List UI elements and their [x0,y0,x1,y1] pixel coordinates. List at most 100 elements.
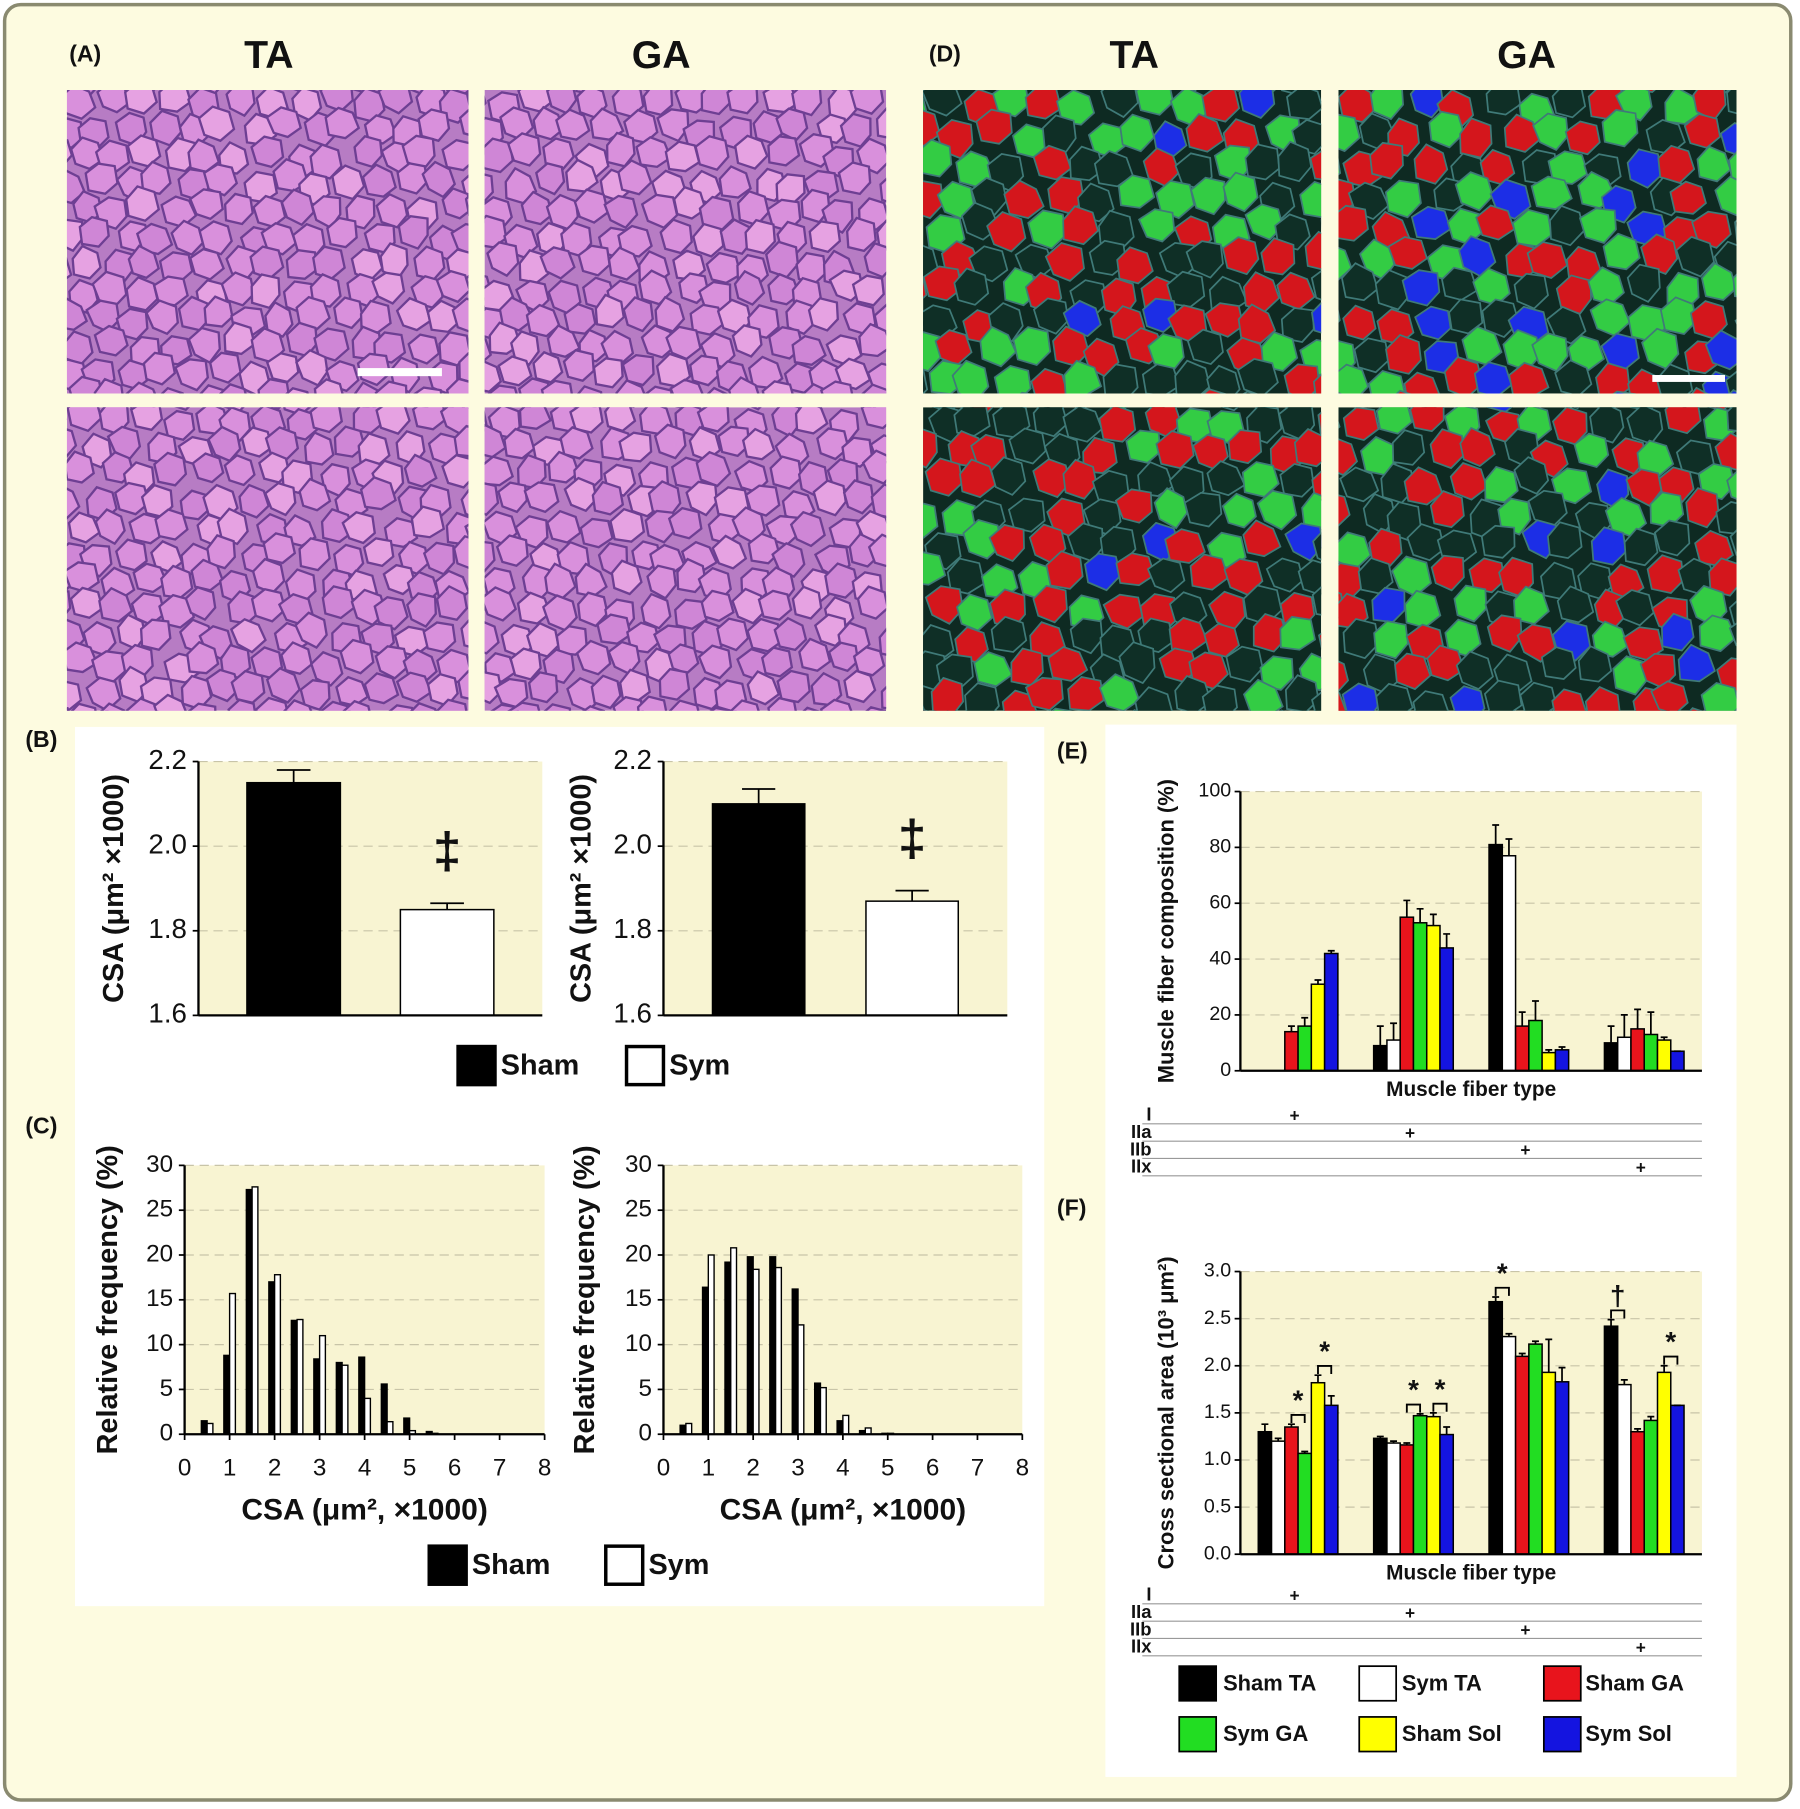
micrograph-cell [507,132,542,167]
micrograph-cell [1591,620,1629,658]
micrograph-cell [186,640,220,675]
bar [296,1318,304,1435]
micrograph-cell [1093,150,1134,188]
micrograph-cell [1484,465,1519,504]
micrograph-cell [1286,89,1322,120]
micrograph-cell [747,532,781,565]
bar [318,1334,327,1435]
micrograph-cell [555,108,591,141]
y-tick-label: 60 [1209,891,1231,913]
significance-mark: * [1497,1257,1508,1288]
micrograph-cell [395,296,432,332]
micrograph-cell [1118,641,1156,685]
micrograph-cell [397,215,429,250]
micrograph-cell [1601,109,1639,148]
micrograph-cell [205,668,241,703]
micrograph-cell [594,293,626,329]
bar [200,1420,208,1435]
error-bar [1327,1395,1335,1406]
micrograph-cell [1395,389,1412,394]
micrograph-cell [460,488,469,517]
legend-label: Sham [472,1549,551,1581]
micrograph-cell [1413,143,1449,185]
legend-label: Sham GA [1585,1670,1684,1695]
micrograph-cell [1573,432,1610,469]
y-axis-label: Cross sectional area (10³ μm²) [1153,1256,1178,1569]
micrograph-cell [685,480,719,517]
micrograph-cell [1067,676,1105,711]
micrograph-cell [1714,431,1737,471]
error-bar [1429,913,1437,926]
micrograph-cell [563,302,597,335]
micrograph-cell [153,451,188,487]
micrograph-cell [435,269,469,304]
micrograph-cell [407,333,441,365]
micrograph-cell [441,187,469,220]
micrograph-cell [374,645,410,680]
micrograph-cell [1227,429,1263,465]
category-label: I [1146,1584,1151,1605]
bar [1656,1039,1672,1072]
micrograph-cell [320,507,355,544]
category-marker: + [1290,1585,1300,1605]
micrograph-cell [576,591,609,628]
micrograph-cell [1429,490,1465,529]
micrograph-cell [856,585,887,620]
error-bar [895,889,929,902]
micrograph-cell [1279,615,1317,651]
micrograph-cell [959,458,997,499]
bar [1310,983,1326,1072]
micrograph-cell [93,324,129,357]
micrograph-cell [741,427,776,461]
micrograph-cell [66,680,83,711]
x-tick-label: 5 [403,1454,416,1481]
error-bar [1261,1423,1269,1432]
bar [746,1256,754,1435]
micrograph-cell [1486,614,1523,653]
micrograph-cell [596,613,632,645]
micrograph-cell [1312,531,1322,561]
micrograph-cell [1513,585,1550,625]
error-bar [1403,1442,1411,1445]
legend-swatch [1358,1665,1398,1702]
y-tick-label: 25 [146,1196,173,1223]
micrograph-cell [309,143,343,180]
micrograph-cell [878,627,887,656]
micrograph-cell [525,303,561,338]
y-tick-label: 0 [1220,1059,1231,1081]
error-bar [1376,1025,1384,1046]
micrograph-cell [672,185,707,220]
panel-label: (F) [1057,1194,1086,1220]
micrograph-cell [640,324,676,359]
micrograph-cell [1481,298,1520,339]
micrograph-cell [1137,617,1174,653]
micrograph-cell [1485,89,1522,116]
micrograph-cell [1238,89,1276,119]
micrograph-cell [123,89,159,115]
micrograph-cell [1473,361,1513,394]
panel-label: (B) [25,726,57,752]
bar [1616,1036,1632,1072]
micrograph-cell [1547,150,1589,185]
bar [1528,1343,1543,1555]
micrograph-cell [1338,309,1341,323]
y-tick-label: 0.5 [1204,1495,1231,1517]
micrograph-cell [507,701,541,711]
micrograph-cell [923,89,963,117]
micrograph-cell [411,407,447,431]
bar [268,1281,276,1435]
bar [1603,1042,1619,1072]
micrograph-cell [363,114,398,145]
micrograph-cell [1032,584,1068,624]
y-tick-label: 25 [625,1196,652,1223]
micrograph-cell [1546,521,1583,560]
micrograph-cell [1284,674,1320,711]
bar [1284,1426,1299,1555]
x-tick-label: 7 [493,1454,506,1481]
micrograph-cell [98,586,134,623]
y-tick-label: 0 [160,1420,173,1447]
micrograph-cell [461,174,469,199]
legend-label: Sham Sol [1402,1721,1502,1746]
micrograph-cell [1137,208,1176,243]
error-bar [1416,907,1424,923]
